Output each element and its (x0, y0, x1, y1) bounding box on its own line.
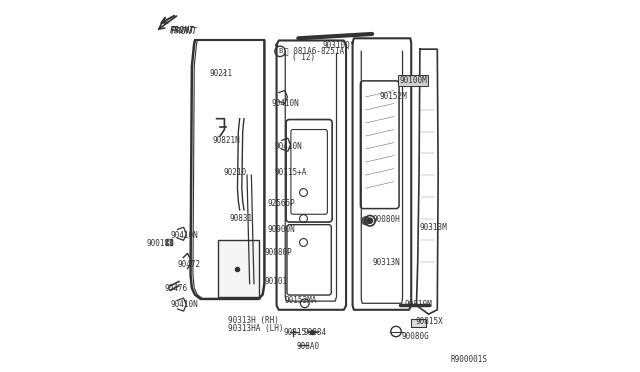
Text: 92565P: 92565P (267, 199, 295, 208)
Text: 90410N: 90410N (170, 300, 198, 309)
Text: 90313HA (LH): 90313HA (LH) (228, 324, 284, 333)
Text: 90831: 90831 (230, 214, 253, 223)
Text: B: B (278, 48, 282, 54)
Text: 90152MA: 90152MA (284, 296, 317, 305)
Text: 90100M: 90100M (399, 76, 427, 85)
Text: 90810M: 90810M (404, 300, 433, 309)
Text: 90080P: 90080P (264, 248, 292, 257)
Text: 90313N: 90313N (372, 257, 400, 266)
Text: 90313H (RH): 90313H (RH) (228, 316, 279, 325)
Text: R900001S: R900001S (450, 355, 487, 364)
Text: 90821N: 90821N (212, 136, 240, 145)
Text: 90018B: 90018B (147, 239, 174, 248)
Text: 90410N: 90410N (275, 142, 302, 151)
Text: 90472: 90472 (177, 260, 201, 269)
Text: 90410N: 90410N (170, 231, 198, 240)
Text: 90900N: 90900N (267, 225, 295, 234)
Text: 90410N: 90410N (271, 99, 299, 108)
Text: 90211: 90211 (209, 68, 232, 77)
Text: 90476: 90476 (164, 283, 188, 293)
Text: 90884: 90884 (303, 328, 326, 337)
Text: 90310Q: 90310Q (322, 41, 350, 50)
Text: ( 12): ( 12) (292, 53, 315, 62)
Text: 90210: 90210 (223, 169, 246, 177)
Text: 90152M: 90152M (380, 92, 408, 100)
Text: 90101: 90101 (264, 277, 287, 286)
Text: 90815X: 90815X (415, 317, 444, 327)
Text: FRONT: FRONT (170, 27, 197, 36)
Text: 90080H: 90080H (373, 215, 401, 224)
Bar (412, 319, 426, 327)
Text: 90313M: 90313M (419, 223, 447, 232)
Bar (218, 240, 259, 297)
Text: Ⓑ 081A6-8251A: Ⓑ 081A6-8251A (284, 47, 344, 56)
Text: 908A0: 908A0 (296, 342, 319, 351)
Circle shape (362, 217, 369, 225)
Text: 90080G: 90080G (402, 332, 429, 341)
Text: 90815: 90815 (283, 328, 306, 337)
Text: FRONT: FRONT (170, 26, 195, 35)
Circle shape (367, 218, 372, 223)
Text: 90115+A: 90115+A (275, 169, 307, 177)
